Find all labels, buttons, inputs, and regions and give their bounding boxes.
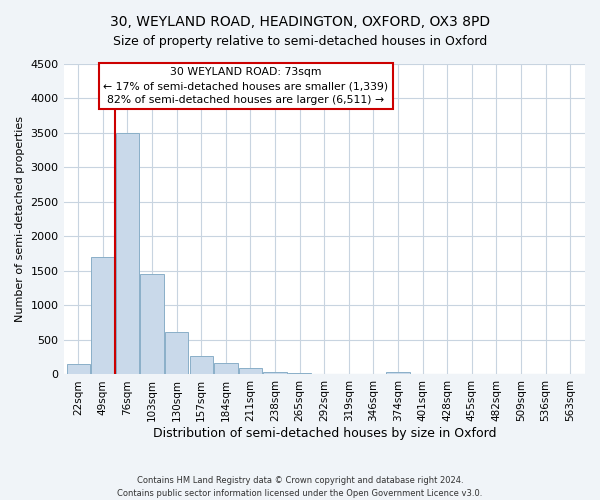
Bar [386, 372, 410, 374]
Bar [214, 363, 238, 374]
Text: Size of property relative to semi-detached houses in Oxford: Size of property relative to semi-detach… [113, 35, 487, 48]
Bar [239, 368, 262, 374]
Bar [140, 274, 164, 374]
Text: 30 WEYLAND ROAD: 73sqm
← 17% of semi-detached houses are smaller (1,339)
82% of : 30 WEYLAND ROAD: 73sqm ← 17% of semi-det… [103, 67, 389, 105]
Y-axis label: Number of semi-detached properties: Number of semi-detached properties [15, 116, 25, 322]
Text: Contains HM Land Registry data © Crown copyright and database right 2024.
Contai: Contains HM Land Registry data © Crown c… [118, 476, 482, 498]
Bar [263, 372, 287, 374]
Bar [116, 133, 139, 374]
Bar [190, 356, 213, 374]
Bar [91, 257, 115, 374]
Text: 30, WEYLAND ROAD, HEADINGTON, OXFORD, OX3 8PD: 30, WEYLAND ROAD, HEADINGTON, OXFORD, OX… [110, 15, 490, 29]
Bar [165, 332, 188, 374]
Bar [67, 364, 90, 374]
X-axis label: Distribution of semi-detached houses by size in Oxford: Distribution of semi-detached houses by … [152, 427, 496, 440]
